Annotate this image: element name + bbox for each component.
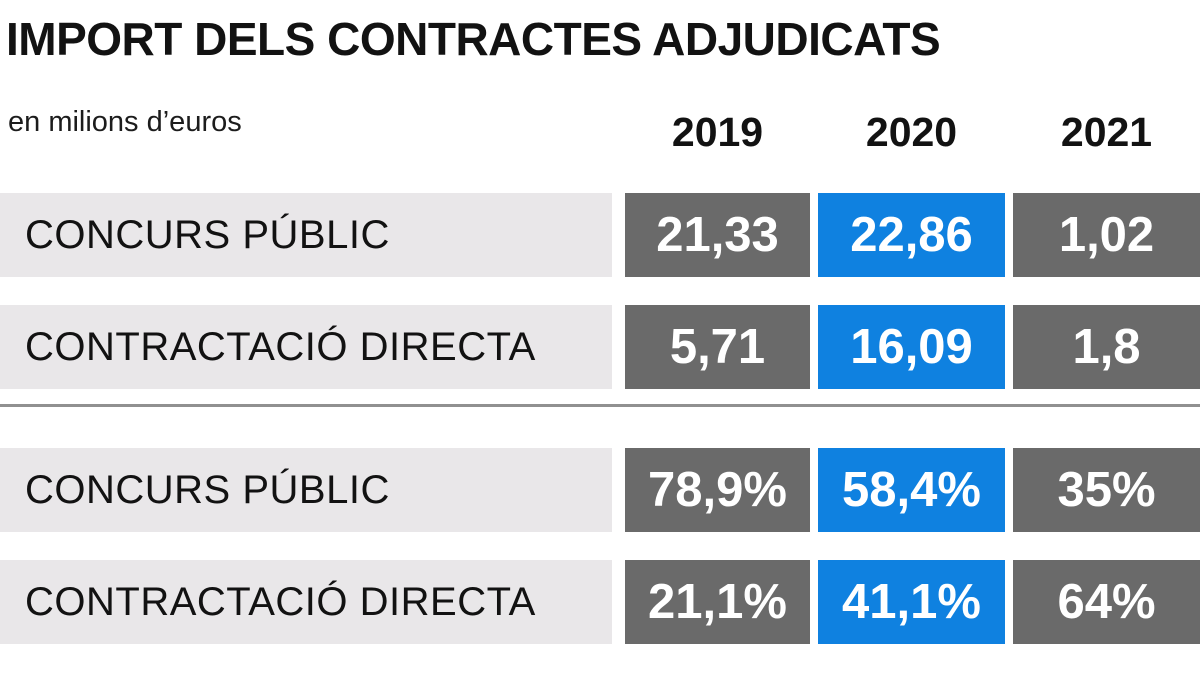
value-cell-2019: 5,71 bbox=[625, 305, 810, 389]
year-header-row: 2019 2020 2021 bbox=[0, 104, 1200, 160]
value-cell-2021: 1,02 bbox=[1013, 193, 1200, 277]
year-header-spacer bbox=[0, 104, 612, 160]
value-cell-2019: 21,1% bbox=[625, 560, 810, 644]
page-title: IMPORT DELS CONTRACTES ADJUDICATS bbox=[6, 13, 941, 65]
value-cell-2021: 35% bbox=[1013, 448, 1200, 532]
value-cell-2020: 41,1% bbox=[818, 560, 1005, 644]
row-label: CONTRACTACIÓ DIRECTA bbox=[0, 305, 612, 389]
table-row-contractacio-directa-percent: CONTRACTACIÓ DIRECTA 21,1% 41,1% 64% bbox=[0, 560, 1200, 644]
value-cell-2019: 21,33 bbox=[625, 193, 810, 277]
section-divider bbox=[0, 404, 1200, 407]
row-label: CONCURS PÚBLIC bbox=[0, 448, 612, 532]
value-cell-2019: 78,9% bbox=[625, 448, 810, 532]
value-cell-2020: 16,09 bbox=[818, 305, 1005, 389]
column-header-2021: 2021 bbox=[1060, 108, 1153, 155]
table-row-concurs-public-percent: CONCURS PÚBLIC 78,9% 58,4% 35% bbox=[0, 448, 1200, 532]
row-label: CONCURS PÚBLIC bbox=[0, 193, 612, 277]
value-cell-2020: 22,86 bbox=[818, 193, 1005, 277]
column-header-2020: 2020 bbox=[865, 108, 958, 155]
value-cell-2021: 1,8 bbox=[1013, 305, 1200, 389]
row-label: CONTRACTACIÓ DIRECTA bbox=[0, 560, 612, 644]
table-row-contractacio-directa-import: CONTRACTACIÓ DIRECTA 5,71 16,09 1,8 bbox=[0, 305, 1200, 389]
table-row-concurs-public-import: CONCURS PÚBLIC 21,33 22,86 1,02 bbox=[0, 193, 1200, 277]
column-header-2019: 2019 bbox=[671, 108, 764, 155]
value-cell-2021: 64% bbox=[1013, 560, 1200, 644]
value-cell-2020: 58,4% bbox=[818, 448, 1005, 532]
page-subtitle: en milions d’euros bbox=[8, 106, 242, 138]
